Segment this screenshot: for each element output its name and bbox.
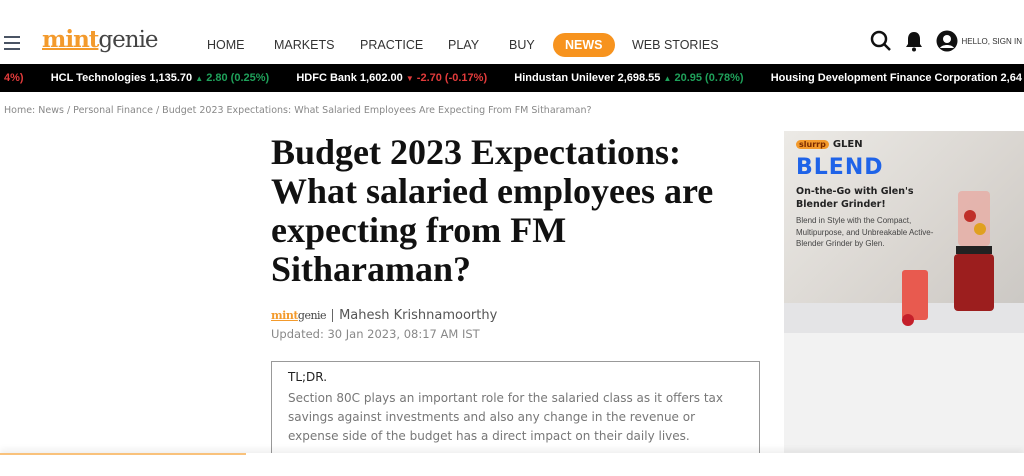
article-title: Budget 2023 Expectations: What salaried …: [271, 132, 714, 289]
tldr-box: TL;DR. Section 80C plays an important ro…: [271, 361, 760, 461]
byline: mintgenie Mahesh Krishnamoorthy: [271, 307, 760, 324]
down-arrow-icon: ▼: [405, 74, 414, 83]
breadcrumb[interactable]: Home: News / Personal Finance / Budget 2…: [4, 105, 592, 116]
reading-progress-bar: [0, 453, 246, 455]
search-icon[interactable]: [870, 30, 892, 52]
blender-image: [954, 191, 994, 311]
nav-play[interactable]: PLAY: [448, 38, 480, 52]
advertisement-banner[interactable]: slurrp GLEN BLEND On-the-Go with Glen's B…: [784, 131, 1024, 333]
ad-subheadline: On-the-Go with Glen's Blender Grinder!: [796, 186, 914, 210]
user-avatar-icon[interactable]: [936, 30, 958, 52]
nav-web-stories[interactable]: WEB STORIES: [632, 38, 719, 52]
up-arrow-icon: ▲: [663, 74, 672, 83]
nav-news[interactable]: NEWS: [553, 33, 615, 57]
ticker-item[interactable]: HCL Technologies 1,135.70 ▲ 2.80 (0.25%): [50, 72, 270, 84]
stock-ticker: 4%) HCL Technologies 1,135.70 ▲ 2.80 (0.…: [0, 64, 1024, 92]
source-logo: mintgenie: [271, 309, 334, 322]
nav-markets[interactable]: MARKETS: [274, 38, 335, 52]
ticker-item[interactable]: Housing Development Finance Corporation …: [770, 72, 1022, 84]
ad-placeholder: [784, 333, 1024, 476]
ticker-item[interactable]: Hindustan Unilever 2,698.55 ▲ 20.95 (0.7…: [514, 72, 744, 84]
bottom-bar: [0, 453, 1024, 476]
tldr-title: TL;DR.: [288, 370, 328, 384]
nav-practice[interactable]: PRACTICE: [360, 38, 424, 52]
juice-glass-image: [902, 270, 928, 326]
site-header: mintgenie HOME MARKETS PRACTICE PLAY BUY…: [0, 0, 1024, 64]
nav-home[interactable]: HOME: [207, 38, 245, 52]
article: Budget 2023 Expectations: What salaried …: [271, 133, 760, 461]
tldr-text: Section 80C plays an important role for …: [288, 391, 723, 443]
up-arrow-icon: ▲: [195, 74, 204, 83]
ad-brand: slurrp GLEN: [796, 139, 863, 150]
updated-timestamp: Updated: 30 Jan 2023, 08:17 AM IST: [271, 327, 480, 341]
ad-description: Blend in Style with the Compact, Multipu…: [796, 216, 934, 248]
nav-buy[interactable]: BUY: [509, 38, 535, 52]
hamburger-menu-icon[interactable]: [4, 36, 20, 54]
ad-headline: BLEND: [796, 155, 884, 180]
sign-in-link[interactable]: HELLO, SIGN IN: [961, 36, 1022, 46]
author-name[interactable]: Mahesh Krishnamoorthy: [339, 308, 498, 323]
bell-icon[interactable]: [904, 30, 924, 52]
mintgenie-logo[interactable]: mintgenie: [42, 26, 159, 53]
ticker-item[interactable]: HDFC Bank 1,602.00 ▼ -2.70 (-0.17%): [296, 72, 488, 84]
